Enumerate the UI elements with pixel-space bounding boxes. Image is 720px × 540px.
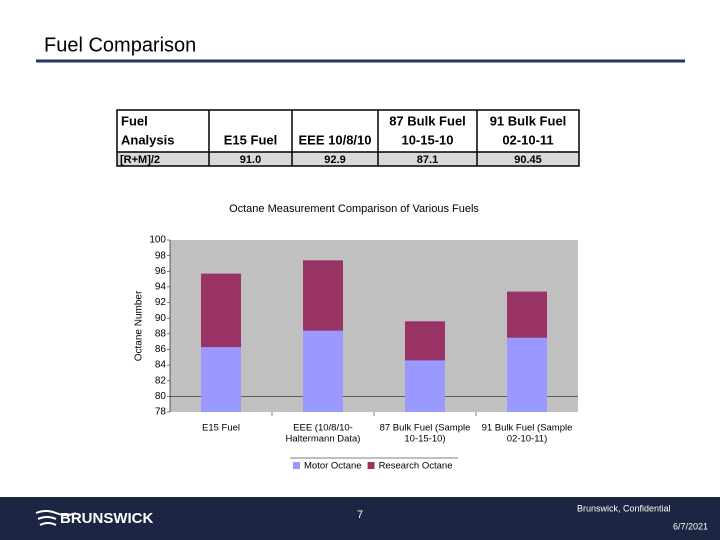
table-header: Fuel — [121, 113, 148, 128]
table-border — [116, 109, 580, 167]
logo-wave — [37, 516, 57, 520]
x-tick-label: EEE (10/8/10- — [293, 423, 353, 434]
table-header: 02-10-11 — [502, 132, 553, 147]
y-tick-label: 78 — [155, 407, 167, 418]
page-number: 7 — [357, 509, 363, 521]
x-tick-label: 87 Bulk Fuel (Sample — [380, 423, 471, 434]
x-tick-label: 10-15-10) — [404, 434, 445, 445]
bar — [507, 337, 547, 412]
bar — [405, 360, 445, 412]
fuel-table: Fuel Analysis E15 Fuel EEE 10/8/10 87 Bulk F… — [116, 109, 580, 167]
table-cell: [R+M]/2 — [120, 154, 160, 166]
table-header: 91 Bulk Fuel — [490, 113, 567, 128]
y-tick-label: 82 — [155, 375, 167, 386]
y-tick-label: 94 — [155, 282, 167, 293]
logo-icon — [35, 510, 77, 526]
chart-title: Octane Measurement Comparison of Various… — [229, 203, 479, 215]
y-tick-label: 92 — [155, 297, 167, 308]
y-axis-label: Octane Number — [134, 290, 145, 361]
table-header: EEE 10/8/10 — [299, 132, 372, 147]
bar — [201, 347, 241, 412]
y-tick-label: 84 — [155, 360, 167, 371]
confidential: Brunswick, Confidential — [577, 503, 671, 513]
x-tick-label: Haltermann Data) — [286, 434, 361, 445]
table-header: 87 Bulk Fuel — [389, 113, 466, 128]
table-row-bg — [117, 152, 579, 166]
table-header: Analysis — [121, 132, 174, 147]
y-tick-label: 88 — [155, 328, 167, 339]
x-tick-label: E15 Fuel — [202, 423, 240, 434]
logo-wave — [39, 522, 57, 526]
table-header: E15 Fuel — [224, 132, 277, 147]
chart: Octane Measurement Comparison of Various… — [134, 203, 578, 472]
y-tick-label: 100 — [149, 235, 166, 246]
y-tick-label: 98 — [155, 250, 167, 261]
table-cell: 91.0 — [240, 154, 261, 166]
table-cell: 92.9 — [324, 154, 345, 166]
table-cell: 87.1 — [417, 154, 438, 166]
x-tick-label: 91 Bulk Fuel (Sample — [482, 423, 573, 434]
legend-swatch — [293, 462, 300, 469]
footer-band — [0, 497, 720, 540]
legend-swatch — [367, 462, 375, 469]
table-header: 10-15-10 — [401, 132, 453, 147]
y-tick-label: 90 — [155, 313, 167, 324]
y-tick-label: 86 — [155, 344, 167, 355]
y-tick-label: 96 — [155, 266, 167, 277]
date: 6/7/2021 — [673, 521, 708, 531]
table-cell: 90.45 — [514, 154, 542, 166]
y-tick-label: 80 — [155, 391, 167, 402]
bar — [303, 330, 343, 412]
logo-wave — [35, 510, 77, 516]
slide-title: Fuel Comparison — [44, 34, 196, 56]
x-tick-label: 02-10-11) — [507, 434, 548, 445]
legend-label: Motor Octane — [304, 461, 362, 472]
legend-label: Research Octane — [379, 461, 453, 472]
logo-text: BRUNSWICK — [60, 510, 153, 527]
